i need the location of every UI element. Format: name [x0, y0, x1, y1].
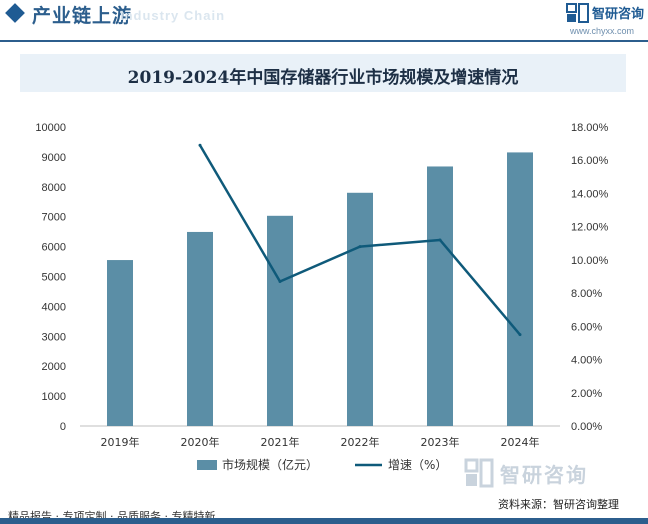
y-right-tick-label: 14.00%: [571, 188, 609, 200]
y-left-tick-label: 1000: [42, 391, 66, 403]
y-right-tick-label: 2.00%: [571, 388, 602, 400]
x-tick-label: 2023年: [421, 435, 460, 449]
y-right-tick-label: 18.00%: [571, 122, 609, 134]
page-header: 产业链上游 Industry Chain 智研咨询 www.chyxx.com: [0, 0, 648, 36]
bar: [427, 166, 453, 426]
bar: [107, 260, 133, 426]
bar: [507, 152, 533, 427]
growth-point: [518, 333, 522, 337]
section-subtitle: Industry Chain: [120, 8, 226, 23]
bar: [187, 231, 213, 426]
y-right-tick-label: 0.00%: [571, 421, 602, 433]
y-left-tick-label: 9000: [42, 152, 66, 164]
growth-point: [438, 238, 442, 242]
y-right-tick-label: 4.00%: [571, 355, 602, 367]
bar: [267, 215, 293, 426]
y-right-tick-label: 12.00%: [571, 222, 609, 234]
y-right-tick-label: 10.00%: [571, 255, 609, 267]
y-left-tick-label: 7000: [42, 212, 66, 224]
bar: [347, 192, 373, 426]
footer-bar: [0, 518, 648, 524]
y-left-tick-label: 6000: [42, 242, 66, 254]
footer-brand: 智研咨询: [500, 463, 588, 487]
x-tick-label: 2019年: [101, 435, 140, 449]
y-left-tick-label: 8000: [42, 182, 66, 194]
legend-label-line: 增速（%）: [388, 458, 447, 472]
y-left-tick-label: 4000: [42, 301, 66, 313]
x-tick-label: 2020年: [181, 435, 220, 449]
growth-point: [358, 245, 362, 249]
y-right-tick-label: 8.00%: [571, 288, 602, 300]
x-tick-label: 2024年: [501, 435, 540, 449]
legend-label-bar: 市场规模（亿元）: [222, 457, 318, 472]
y-left-tick-label: 10000: [35, 122, 66, 134]
x-tick-label: 2021年: [261, 435, 300, 449]
chart-title: 2019-2024年中国存储器行业市场规模及增速情况: [127, 68, 519, 88]
brand-url[interactable]: www.chyxx.com: [570, 26, 635, 36]
header-divider: [0, 40, 648, 42]
y-left-tick-label: 5000: [42, 272, 66, 284]
y-left-tick-label: 0: [60, 421, 66, 433]
data-source: 资料来源：智研咨询整理: [498, 498, 619, 511]
footer-logo-icon: [464, 458, 494, 488]
chart-title-bar: 2019-2024年中国存储器行业市场规模及增速情况: [20, 54, 626, 92]
growth-point: [198, 143, 202, 147]
y-right-tick-label: 16.00%: [571, 155, 609, 167]
section-title: 产业链上游: [32, 5, 133, 27]
growth-point: [278, 279, 282, 283]
x-tick-label: 2022年: [341, 435, 380, 449]
legend-swatch-bar: [197, 460, 217, 470]
brand-name: 智研咨询: [592, 7, 645, 22]
y-left-tick-label: 2000: [42, 361, 66, 373]
y-left-tick-label: 3000: [42, 331, 66, 343]
brand-logo-icon: [566, 3, 589, 23]
y-right-tick-label: 6.00%: [571, 321, 602, 333]
